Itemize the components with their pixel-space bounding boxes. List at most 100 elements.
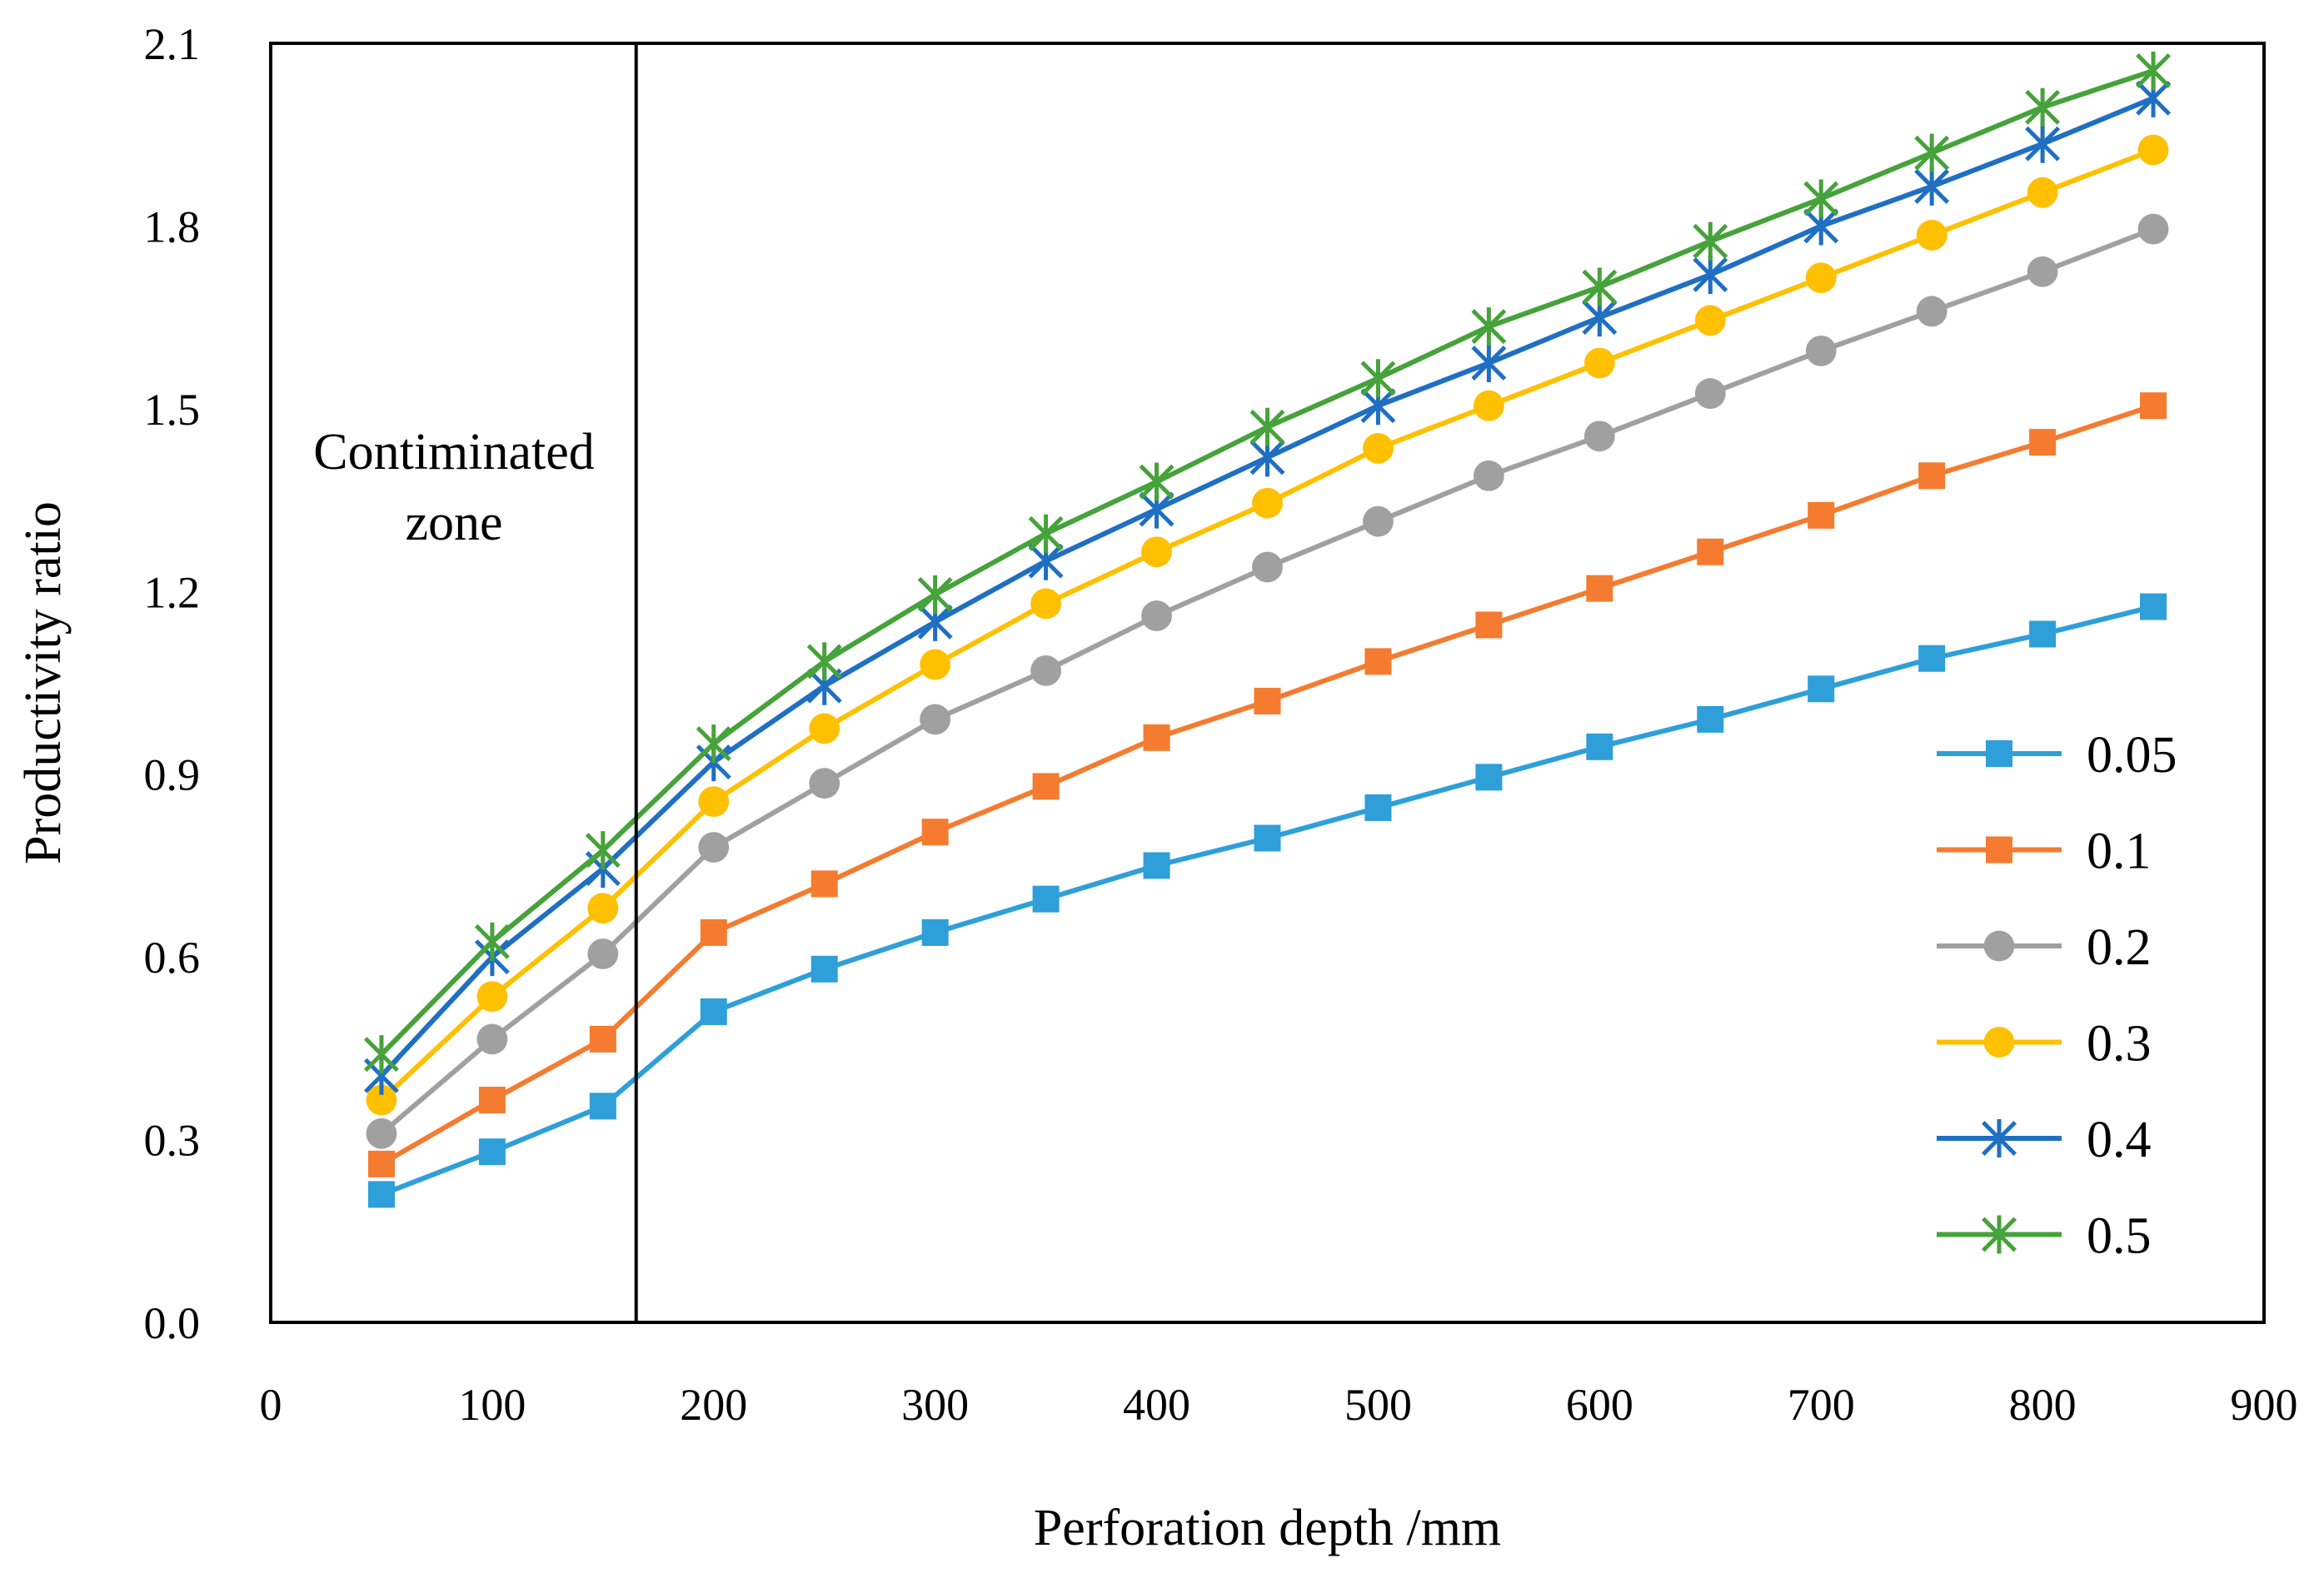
y-tick-label: 2.1 [144, 19, 201, 69]
data-point [1586, 733, 1613, 760]
legend-item-0.4: 0.4 [1937, 1112, 2152, 1168]
data-point [1583, 421, 1615, 452]
data-point [1916, 296, 1947, 327]
data-point [587, 938, 619, 969]
series-0.2 [366, 213, 2169, 1149]
y-axis-ticks: 0.0 0.3 0.6 0.9 1.2 1.5 1.8 2.1 [144, 19, 201, 1348]
data-point [1252, 551, 1283, 583]
legend-label: 0.5 [2087, 1208, 2152, 1265]
legend-marker [1983, 930, 2015, 962]
data-point [476, 981, 508, 1013]
data-point [1141, 536, 1172, 568]
data-point [1918, 462, 1946, 490]
data-point [698, 786, 730, 818]
data-point [1808, 501, 1835, 529]
data-point [2025, 124, 2061, 163]
y-axis-title: Productivity ratio [15, 501, 72, 864]
data-point [1252, 487, 1283, 519]
data-point [2029, 620, 2057, 648]
legend-label: 0.2 [2087, 919, 2152, 976]
data-point [1916, 220, 1947, 251]
legend-marker [1983, 1027, 2015, 1058]
x-tick-label: 800 [2009, 1380, 2077, 1430]
data-point [920, 649, 951, 680]
legend-label: 0.1 [2087, 824, 2152, 880]
legend-marker [1986, 740, 2012, 767]
data-point [1697, 705, 1724, 733]
data-point [589, 1025, 616, 1053]
series-0.4 [363, 78, 2172, 1095]
data-point [1364, 648, 1392, 675]
annotation-line-1: Contiminated [313, 424, 595, 480]
data-point [1473, 390, 1504, 421]
data-point [1582, 267, 1618, 306]
data-point [921, 918, 949, 946]
data-point [1471, 343, 1507, 383]
data-point [810, 870, 838, 898]
data-point [478, 1138, 506, 1166]
data-point [1693, 255, 1728, 294]
data-point [2140, 593, 2167, 620]
data-point [2029, 429, 2057, 456]
data-point [1032, 885, 1060, 913]
data-point [367, 1181, 395, 1208]
data-point [2137, 213, 2169, 245]
data-point [1028, 514, 1064, 553]
legend-label: 0.05 [2087, 727, 2177, 784]
data-point [2137, 134, 2169, 166]
data-point [1918, 645, 1946, 672]
data-point [1475, 611, 1503, 639]
y-tick-label: 1.8 [144, 202, 201, 251]
data-point [1249, 407, 1285, 446]
legend-item-0.05: 0.05 [1937, 727, 2177, 784]
data-point [1693, 222, 1728, 261]
data-point [1143, 724, 1170, 751]
series-0.1 [367, 392, 2167, 1177]
data-point [809, 713, 840, 744]
data-point [366, 1084, 397, 1116]
y-tick-label: 0.6 [144, 933, 201, 983]
series-0.5 [363, 51, 2172, 1074]
data-point [921, 819, 949, 846]
data-point [1363, 505, 1394, 537]
y-tick-label: 0.0 [144, 1298, 201, 1348]
data-point [589, 1093, 616, 1120]
legend-label: 0.4 [2087, 1112, 2152, 1168]
x-tick-label: 0 [260, 1380, 282, 1430]
data-point [1694, 378, 1726, 409]
data-point [1471, 307, 1507, 346]
data-point [476, 1023, 508, 1055]
data-point [1914, 167, 1950, 206]
data-point [1141, 600, 1172, 631]
data-point [1805, 335, 1837, 366]
data-point [1143, 852, 1170, 879]
legend-item-0.3: 0.3 [1937, 1016, 2152, 1073]
data-point [2027, 256, 2058, 287]
data-point [1803, 179, 1839, 218]
data-point [1363, 433, 1394, 464]
data-point [1808, 675, 1835, 703]
data-point [1254, 824, 1281, 852]
x-axis-title: Perforation depth /mm [1034, 1500, 1501, 1556]
data-point [2025, 87, 2061, 127]
data-point [920, 704, 951, 735]
legend-marker [1982, 1118, 2017, 1158]
plot-area-frame [269, 42, 2266, 1324]
x-tick-label: 100 [458, 1380, 526, 1430]
data-point [696, 724, 731, 764]
data-point [1583, 347, 1615, 379]
legend-item-0.5: 0.5 [1937, 1208, 2152, 1265]
data-point [2027, 177, 2058, 208]
data-point [363, 1035, 399, 1074]
data-point [1139, 462, 1174, 501]
data-point [1032, 773, 1060, 800]
data-point [587, 893, 619, 924]
x-tick-label: 900 [2231, 1380, 2298, 1430]
data-point [2140, 392, 2167, 420]
data-point [698, 832, 730, 863]
legend-marker [1986, 836, 2012, 864]
x-tick-label: 200 [680, 1380, 747, 1430]
data-point [1364, 794, 1392, 821]
y-tick-label: 1.5 [144, 385, 201, 435]
